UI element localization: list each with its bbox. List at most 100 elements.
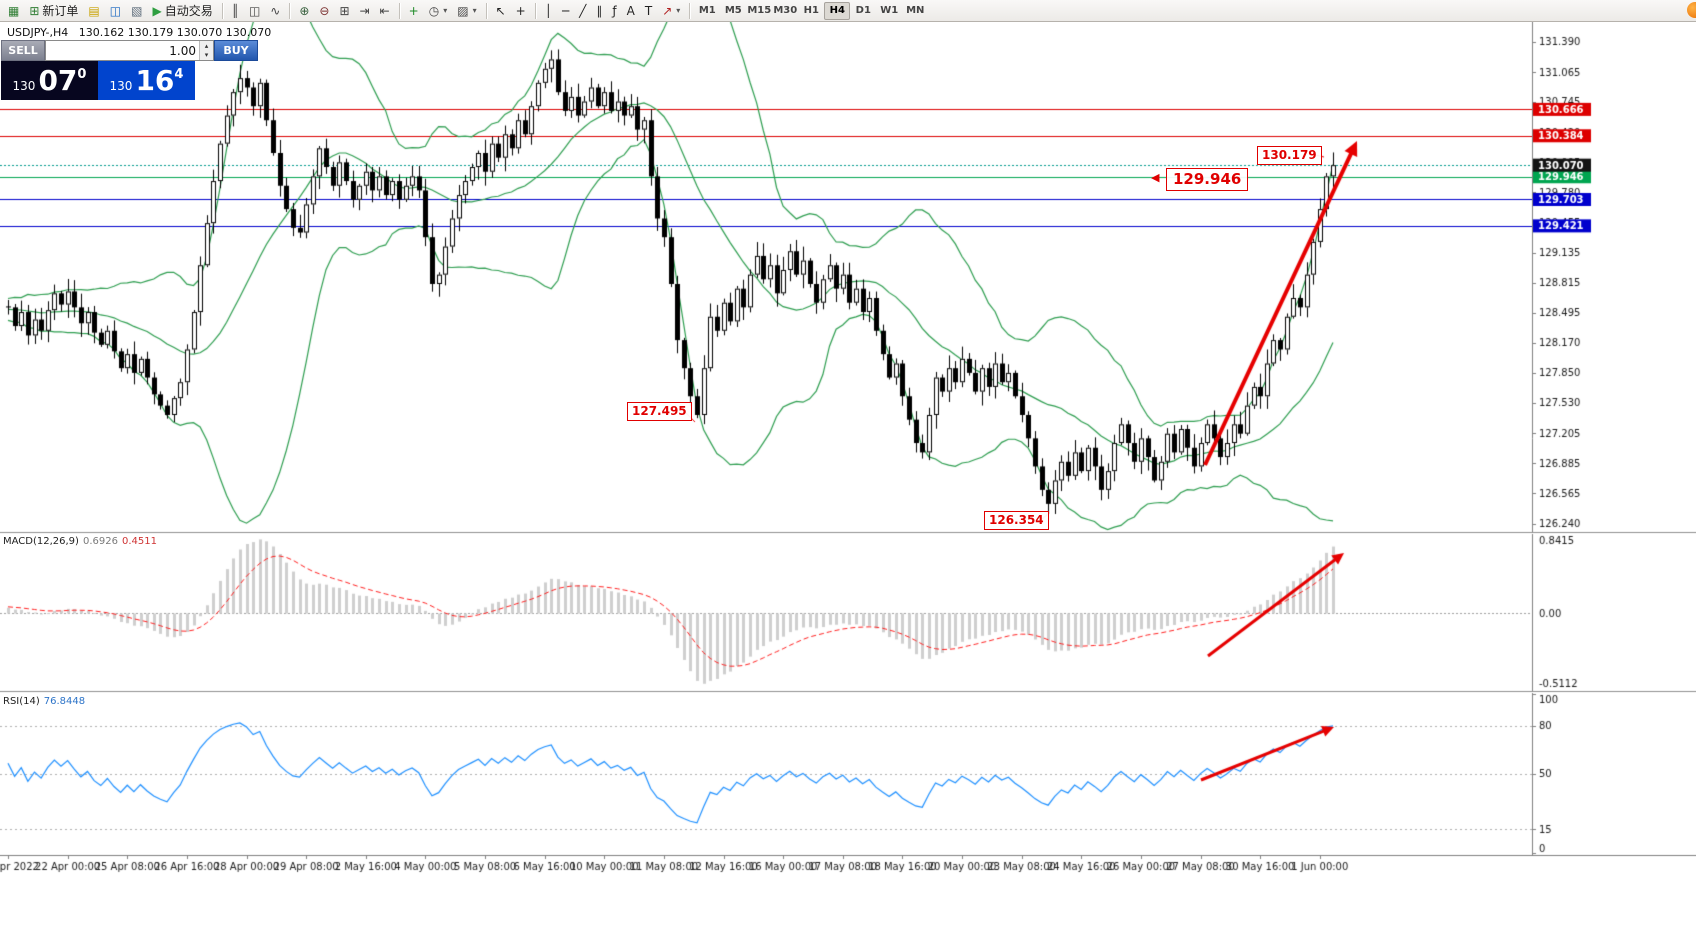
period-selector-icon: ◷ xyxy=(428,3,440,18)
rsi-value: 76.8448 xyxy=(43,696,86,707)
new-chart-button[interactable]: ▦ xyxy=(3,1,24,21)
channel-tool-button[interactable]: ∥ xyxy=(591,1,607,21)
navigator-icon: ▧ xyxy=(131,3,143,18)
timeframe-h4-button[interactable]: H4 xyxy=(824,1,851,20)
timeframe-m5-button[interactable]: M5 xyxy=(720,2,746,20)
timeframe-m15-button[interactable]: M15 xyxy=(746,2,772,20)
cursor-tool-button[interactable]: ↖ xyxy=(491,1,511,21)
fibonacci-tool-button[interactable]: ƒ xyxy=(607,1,621,21)
new-order-icon: ⊞ xyxy=(29,3,40,18)
low-callout-1[interactable]: 127.495 xyxy=(627,402,692,421)
dropdown-arrow-icon: ▾ xyxy=(676,6,681,15)
volume-control: ▴ ▾ xyxy=(45,40,214,61)
line-chart-mode-button[interactable]: ∿ xyxy=(265,1,285,21)
toolbar-separator xyxy=(289,2,291,19)
auto-trading-button[interactable]: ▶ 自动交易 xyxy=(147,1,217,21)
toolbar-separator xyxy=(221,2,223,19)
macd-name: MACD(12,26,9) xyxy=(3,536,79,547)
zoom-in-button[interactable]: ⊕ xyxy=(294,1,314,21)
spinner-up-icon[interactable]: ▴ xyxy=(200,41,213,51)
macd-label: MACD(12,26,9) 0.6926 0.4511 xyxy=(3,536,157,547)
main-toolbar: ▦ ⊞ 新订单 ▤ ◫ ▧ ▶ 自动交易 ║ ◫ ∿ ⊕ ⊖ ⊞ ⇥ ⇤ + ◷ ▾ ▨ ▾ ↖ + │ ─ ╱ ∥ ƒ A T ↗ ▾ M1 M… xyxy=(0,0,1696,22)
indicators-add-button[interactable]: + xyxy=(404,1,424,21)
zoom-out-button[interactable]: ⊖ xyxy=(314,1,334,21)
low-callout-2[interactable]: 126.354 xyxy=(984,511,1049,530)
buy-price[interactable]: 130 16 4 xyxy=(98,61,195,100)
new-chart-icon: ▦ xyxy=(8,3,20,18)
navigator-button[interactable]: ▧ xyxy=(126,1,147,21)
macd-main-value: 0.6926 xyxy=(82,536,118,547)
toolbar-separator xyxy=(485,2,487,19)
zoom-out-icon: ⊖ xyxy=(319,3,330,18)
buy-price-big: 16 xyxy=(135,63,175,97)
dropdown-arrow-icon: ▾ xyxy=(472,6,477,15)
new-order-label: 新订单 xyxy=(42,4,79,18)
level-callout[interactable]: 129.946 xyxy=(1166,168,1249,191)
period-selector-button[interactable]: ◷ ▾ xyxy=(424,1,453,21)
spinner-down-icon[interactable]: ▾ xyxy=(200,50,213,60)
buy-button[interactable]: BUY xyxy=(214,40,258,61)
template-selector-button[interactable]: ▨ ▾ xyxy=(452,1,481,21)
toolbar-separator xyxy=(689,2,691,19)
volume-input[interactable] xyxy=(46,41,199,60)
tile-windows-button[interactable]: ⊞ xyxy=(334,1,354,21)
data-window-button[interactable]: ◫ xyxy=(105,1,126,21)
market-watch-button[interactable]: ▤ xyxy=(83,1,104,21)
timeframe-w1-button[interactable]: W1 xyxy=(876,2,902,20)
crosshair-tool-icon: + xyxy=(515,3,526,18)
notification-badge-icon xyxy=(1687,2,1696,18)
line-chart-mode-icon: ∿ xyxy=(270,3,281,18)
sell-price-prefix: 130 xyxy=(12,78,36,93)
bar-chart-mode-button[interactable]: ║ xyxy=(227,1,244,21)
dropdown-arrow-icon: ▾ xyxy=(443,6,448,15)
candlestick-mode-button[interactable]: ◫ xyxy=(244,1,265,21)
timeframe-h1-button[interactable]: H1 xyxy=(798,2,824,20)
fibonacci-tool-icon: ƒ xyxy=(612,3,617,18)
timeframe-d1-button[interactable]: D1 xyxy=(850,2,876,20)
market-watch-icon: ▤ xyxy=(88,3,100,18)
new-order-button[interactable]: ⊞ 新订单 xyxy=(24,1,83,21)
auto-scroll-button[interactable]: ⇥ xyxy=(355,1,375,21)
horizontal-line-tool-button[interactable]: ─ xyxy=(557,1,574,21)
chart-canvas[interactable] xyxy=(0,22,1696,941)
sell-price[interactable]: 130 07 0 xyxy=(1,61,98,100)
swing-high-callout[interactable]: 130.179 xyxy=(1257,146,1322,165)
buy-price-prefix: 130 xyxy=(109,78,133,93)
arrows-tool-button[interactable]: ↗ ▾ xyxy=(657,1,685,21)
cursor-tool-icon: ↖ xyxy=(495,3,506,18)
macd-signal-value: 0.4511 xyxy=(121,536,157,547)
label-tool-icon: T xyxy=(644,3,653,18)
auto-trading-icon: ▶ xyxy=(152,3,162,18)
rsi-label: RSI(14) 76.8448 xyxy=(3,696,85,707)
zoom-in-icon: ⊕ xyxy=(299,3,310,18)
timeframe-mn-button[interactable]: MN xyxy=(902,2,928,20)
crosshair-tool-button[interactable]: + xyxy=(511,1,531,21)
data-window-icon: ◫ xyxy=(109,3,122,18)
sell-price-sup: 0 xyxy=(77,67,87,82)
callout-pointer-icon: ◀ xyxy=(1151,171,1160,184)
toolbar-separator xyxy=(398,2,400,19)
sell-price-big: 07 xyxy=(38,63,78,97)
chart-shift-button[interactable]: ⇤ xyxy=(375,1,395,21)
timeframe-m30-button[interactable]: M30 xyxy=(772,2,798,20)
template-selector-icon: ▨ xyxy=(457,3,469,18)
chart-title: USDJPY-,H4 130.162 130.179 130.070 130.0… xyxy=(7,26,271,39)
vertical-line-tool-icon: │ xyxy=(544,3,552,18)
label-tool-button[interactable]: T xyxy=(640,1,657,21)
rsi-name: RSI(14) xyxy=(3,696,40,707)
auto-scroll-icon: ⇥ xyxy=(359,3,370,18)
vertical-line-tool-button[interactable]: │ xyxy=(540,1,557,21)
sell-button[interactable]: SELL xyxy=(1,40,45,61)
trendline-tool-button[interactable]: ╱ xyxy=(574,1,591,21)
horizontal-line-tool-icon: ─ xyxy=(561,3,570,18)
text-tool-icon: A xyxy=(626,3,635,18)
timeframe-m1-button[interactable]: M1 xyxy=(694,2,720,20)
channel-tool-icon: ∥ xyxy=(596,3,603,18)
bar-chart-mode-icon: ║ xyxy=(231,3,239,18)
volume-spinner: ▴ ▾ xyxy=(199,41,213,60)
text-tool-button[interactable]: A xyxy=(622,1,640,21)
indicators-add-icon: + xyxy=(408,3,419,18)
ohlc-values: 130.162 130.179 130.070 130.070 xyxy=(78,26,272,39)
toolbar-separator xyxy=(534,2,536,19)
